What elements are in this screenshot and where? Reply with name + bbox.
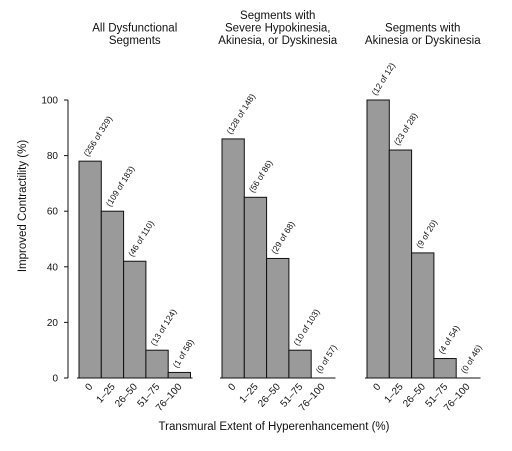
bar-data-label: (128 of 148) [224,92,257,136]
panel-title-line: Severe Hypokinesia, [225,23,330,35]
x-axis-label: Transmural Extent of Hyperenhancement (%… [159,421,390,433]
bar-data-label: (10 of 103) [291,307,321,347]
bar-data-label: (23 of 28) [392,111,420,147]
x-tick-label: 26–50 [113,381,140,409]
bar-data-label: (9 of 20) [414,218,439,250]
bar [100,210,125,379]
y-tick-label: 0 [52,374,58,385]
y-tick-label: 60 [47,207,59,218]
bar [243,196,268,379]
y-tick-label: 40 [47,262,59,273]
panel-title-line: Akinesia, or Dyskinesia [218,35,337,47]
bar-data-label: (56 of 86) [247,158,275,194]
bar [288,349,312,379]
x-tick-label: 0 [83,381,95,393]
panel-title-line: All Dysfunctional [92,23,177,35]
bar [123,260,147,379]
bar [411,252,435,379]
panel-title-line: Segments with [385,23,460,35]
y-axis: 0 20 40 60 80 100 [41,96,69,385]
x-tick-label: 0 [226,381,238,393]
y-axis-label: Improved Contractility (%) [17,140,29,272]
y-tick-label: 20 [47,318,59,329]
bar-data-label: (12 of 12) [369,61,397,97]
bar [388,149,413,379]
panel-title-line: Segments with [240,10,315,22]
bar-data-label: (109 of 183) [104,164,137,208]
x-tick-label: 0 [371,381,383,393]
bar-data-label: (29 of 68) [269,219,297,255]
bar-data-label: (0 of 57) [314,343,339,375]
bar-data-label: (1 of 58) [171,337,196,369]
bar [221,138,245,379]
bar-data-label: (46 of 110) [126,219,156,259]
bar [145,349,169,379]
bar [366,99,390,379]
bar [433,358,457,379]
y-tick-label: 80 [47,151,59,162]
bar [266,257,290,379]
bar [78,160,102,379]
bar-data-label: (4 of 54) [436,323,461,355]
panel-title-line: Segments [109,35,161,47]
bar-data-label: (256 of 329) [81,114,114,158]
panel-title-line: Akinesia or Dyskinesia [365,35,481,47]
y-tick-label: 100 [41,96,58,107]
x-tick-label: 26–50 [401,381,428,409]
x-tick-label: 26–50 [256,381,283,409]
bar [167,371,191,379]
bar-data-label: (13 of 124) [148,307,178,347]
bar-data-label: (0 of 46) [459,343,484,375]
